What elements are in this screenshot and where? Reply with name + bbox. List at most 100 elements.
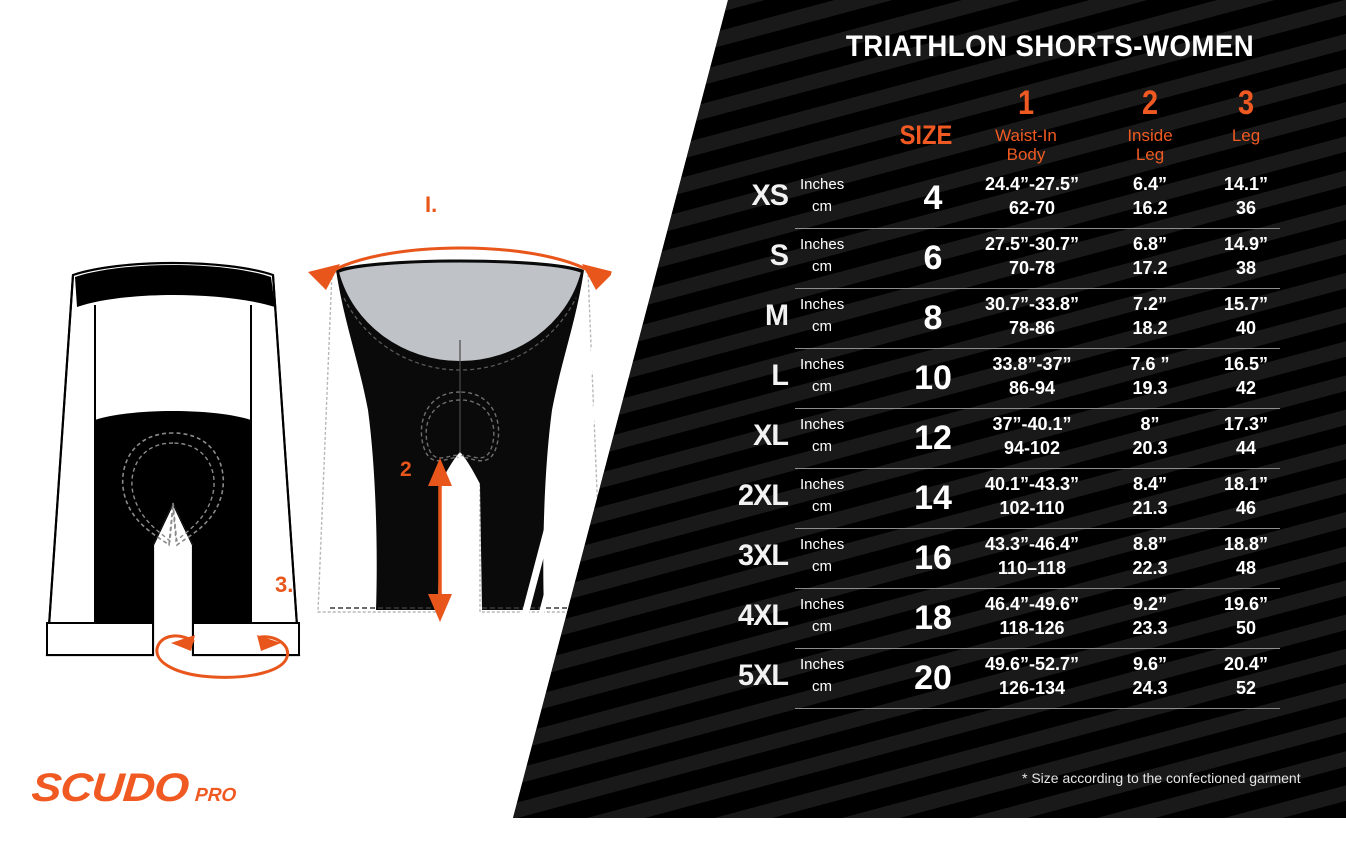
inseam-inches-value: 6.4” bbox=[1132, 174, 1168, 194]
waist-cm-value: 102-110 bbox=[999, 498, 1065, 518]
unit-cm-label: cm bbox=[812, 618, 832, 635]
column-number-3: 3 bbox=[1237, 84, 1255, 122]
waist-cm-value: 62-70 bbox=[1008, 198, 1056, 218]
size-number: 12 bbox=[914, 419, 952, 457]
size-number: 6 bbox=[923, 239, 943, 277]
size-label: XS bbox=[751, 179, 788, 212]
size-number: 10 bbox=[914, 359, 952, 397]
leg-cm-value: 44 bbox=[1235, 438, 1257, 458]
shorts-3d-front-diagram bbox=[308, 246, 614, 622]
size-label: S bbox=[769, 239, 789, 272]
table-row: M Inches cm 8 30.7”-33.8” 78-86 7.2” 18.2 15.7” 4… bbox=[0, 288, 1346, 348]
page-title: TRIATHLON SHORTS-WOMEN bbox=[845, 30, 1255, 63]
size-number: 14 bbox=[914, 479, 952, 517]
waist-inches-value: 49.6”-52.7” bbox=[984, 654, 1080, 674]
inseam-inches-value: 7.2” bbox=[1132, 294, 1168, 314]
waist-inches-value: 30.7”-33.8” bbox=[984, 294, 1080, 314]
waist-cm-value: 94-102 bbox=[1003, 438, 1061, 458]
inseam-cm-value: 16.2 bbox=[1132, 198, 1168, 218]
row-separator bbox=[795, 228, 1280, 229]
table-row: XS Inches cm 4 24.4”-27.5” 62-70 6.4” 16.2 14.1”… bbox=[0, 168, 1346, 228]
size-number: 8 bbox=[923, 299, 943, 337]
table-row: 4XL Inches cm 18 46.4”-49.6” 118-126 9.2” 23.3 1… bbox=[0, 588, 1346, 648]
shorts-flat-front-diagram bbox=[45, 261, 301, 679]
unit-inches-label: Inches bbox=[800, 656, 845, 673]
unit-inches-label: Inches bbox=[800, 416, 845, 433]
measure-label-1: I. bbox=[425, 192, 438, 217]
size-label: M bbox=[764, 299, 789, 332]
size-table: XS Inches cm 4 24.4”-27.5” 62-70 6.4” 16.2 14.1”… bbox=[0, 168, 1346, 709]
waist-cm-value: 86-94 bbox=[1008, 378, 1056, 398]
size-label: 3XL bbox=[738, 539, 789, 572]
size-number: 20 bbox=[914, 659, 952, 697]
column-label-waist: Waist-In Body bbox=[974, 126, 1078, 164]
leg-inches-value: 20.4” bbox=[1223, 654, 1269, 674]
column-label-inside-leg-line2: Leg bbox=[1135, 145, 1165, 164]
size-label: XL bbox=[753, 419, 789, 452]
table-row: 5XL Inches cm 20 49.6”-52.7” 126-134 9.6” 24.3 2… bbox=[0, 648, 1346, 708]
waist-cm-value: 70-78 bbox=[1008, 258, 1056, 278]
waist-inches-value: 37”-40.1” bbox=[992, 414, 1072, 434]
waist-cm-value: 78-86 bbox=[1008, 318, 1056, 338]
size-label: 2XL bbox=[738, 479, 789, 512]
leg-cm-value: 52 bbox=[1235, 678, 1257, 698]
unit-inches-label: Inches bbox=[800, 176, 845, 193]
column-number-2: 2 bbox=[1141, 84, 1159, 122]
waist-inches-value: 24.4”-27.5” bbox=[984, 174, 1080, 194]
leg-cm-value: 46 bbox=[1235, 498, 1257, 518]
inseam-inches-value: 8” bbox=[1140, 414, 1160, 434]
row-separator bbox=[795, 708, 1280, 709]
inseam-cm-value: 18.2 bbox=[1132, 318, 1168, 338]
inseam-cm-value: 22.3 bbox=[1132, 558, 1168, 578]
inseam-cm-value: 21.3 bbox=[1132, 498, 1168, 518]
size-number: 18 bbox=[914, 599, 952, 637]
waist-cm-value: 118-126 bbox=[999, 618, 1065, 638]
waist-cm-value: 110–118 bbox=[997, 558, 1067, 578]
unit-cm-label: cm bbox=[812, 558, 832, 575]
inseam-inches-value: 9.2” bbox=[1132, 594, 1168, 614]
table-row: XL Inches cm 12 37”-40.1” 94-102 8” 20.3 17.3” 44 bbox=[0, 408, 1346, 468]
row-separator bbox=[795, 348, 1280, 349]
size-label: 5XL bbox=[738, 659, 789, 692]
leg-cm-value: 36 bbox=[1235, 198, 1257, 218]
waist-inches-value: 43.3”-46.4” bbox=[984, 534, 1080, 554]
leg-cm-value: 48 bbox=[1235, 558, 1257, 578]
unit-inches-label: Inches bbox=[800, 476, 845, 493]
waist-cm-value: 126-134 bbox=[998, 678, 1066, 698]
leg-inches-value: 14.1” bbox=[1223, 174, 1269, 194]
row-separator bbox=[795, 288, 1280, 289]
measure-label-3: 3. bbox=[275, 572, 294, 597]
unit-cm-label: cm bbox=[812, 438, 832, 455]
inseam-inches-value: 6.8” bbox=[1132, 234, 1168, 254]
size-number: 16 bbox=[914, 539, 952, 577]
leg-inches-value: 17.3” bbox=[1223, 414, 1269, 434]
row-separator bbox=[795, 588, 1280, 589]
inseam-cm-value: 20.3 bbox=[1132, 438, 1168, 458]
logo-wordmark: SCUDO bbox=[30, 766, 190, 810]
table-row: S Inches cm 6 27.5”-30.7” 70-78 6.8” 17.2 14.9” 3… bbox=[0, 228, 1346, 288]
column-label-waist-line2: Body bbox=[1006, 145, 1046, 164]
brand-logo: SCUDO PRO bbox=[30, 766, 237, 811]
row-separator bbox=[795, 408, 1280, 409]
unit-inches-label: Inches bbox=[800, 356, 845, 373]
unit-cm-label: cm bbox=[812, 498, 832, 515]
unit-cm-label: cm bbox=[812, 678, 832, 695]
leg-inches-value: 18.8” bbox=[1223, 534, 1269, 554]
leg-cm-value: 42 bbox=[1235, 378, 1257, 398]
leg-inches-value: 19.6” bbox=[1223, 594, 1269, 614]
leg-inches-value: 16.5” bbox=[1223, 354, 1269, 374]
inseam-cm-value: 17.2 bbox=[1132, 258, 1168, 278]
inseam-inches-value: 9.6” bbox=[1132, 654, 1168, 674]
column-label-leg-line1: Leg bbox=[1231, 126, 1261, 145]
size-label: L bbox=[771, 359, 789, 392]
column-headers: SIZE 1 Waist-In Body 2 Inside Leg 3 Leg bbox=[0, 0, 1346, 170]
unit-inches-label: Inches bbox=[800, 296, 845, 313]
column-label-inside-leg-line1: Inside bbox=[1127, 126, 1173, 145]
column-label-leg: Leg bbox=[1198, 126, 1294, 145]
size-label: 4XL bbox=[738, 599, 789, 632]
waist-inches-value: 40.1”-43.3” bbox=[984, 474, 1080, 494]
inseam-cm-value: 23.3 bbox=[1132, 618, 1168, 638]
inseam-inches-value: 8.4” bbox=[1132, 474, 1168, 494]
leg-cm-value: 40 bbox=[1235, 318, 1257, 338]
column-number-1: 1 bbox=[1017, 84, 1035, 122]
